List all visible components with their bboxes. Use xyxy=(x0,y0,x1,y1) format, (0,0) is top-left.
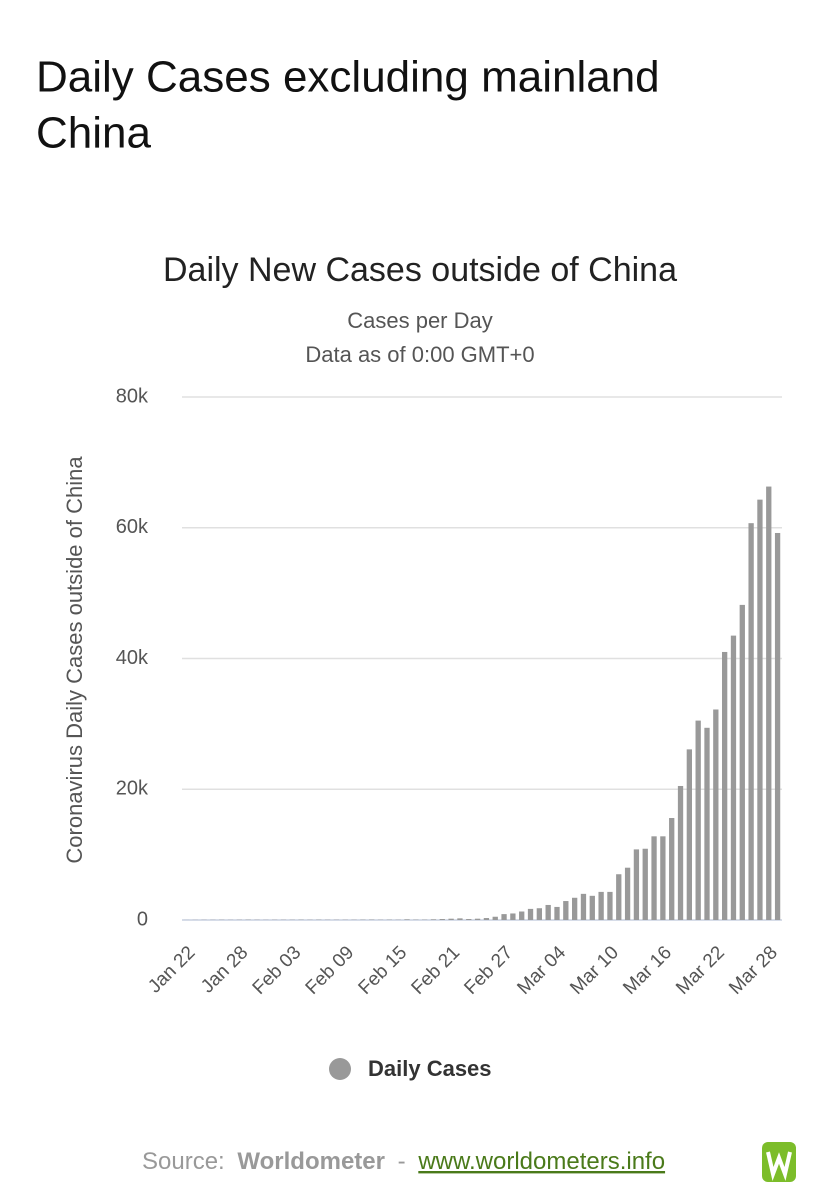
bar xyxy=(492,916,498,920)
bar xyxy=(713,709,719,920)
bar xyxy=(642,848,648,920)
bar xyxy=(554,906,560,920)
x-tick-label: Feb 09 xyxy=(302,942,359,999)
bar xyxy=(669,818,675,920)
y-tick-label: 80k xyxy=(116,385,149,407)
x-tick-label: Feb 15 xyxy=(355,942,412,999)
x-tick-label: Mar 10 xyxy=(566,942,623,999)
bar xyxy=(474,918,481,920)
page-title: Daily Cases excluding mainland xyxy=(36,53,660,102)
y-tick-label: 0 xyxy=(137,908,148,930)
bar xyxy=(430,919,437,920)
bar xyxy=(448,918,454,920)
bar xyxy=(510,913,516,920)
bar xyxy=(757,499,763,920)
bar xyxy=(404,919,410,920)
x-tick-label: Mar 28 xyxy=(725,942,782,999)
separator: - xyxy=(398,1148,406,1175)
logo-mark xyxy=(766,1151,792,1181)
y-axis-label: Coronavirus Daily Cases outside of China xyxy=(62,456,87,864)
chart-title: Daily New Cases outside of China xyxy=(163,251,677,289)
bar xyxy=(501,914,507,920)
y-tick-label: 20k xyxy=(116,778,149,800)
bar xyxy=(457,918,463,920)
bar xyxy=(686,749,692,920)
bar xyxy=(633,849,640,920)
bar xyxy=(545,904,551,920)
bar xyxy=(677,785,684,920)
bar xyxy=(563,901,569,920)
y-tick-label: 40k xyxy=(116,647,149,669)
bar xyxy=(607,891,613,920)
source-link[interactable]: www.worldometers.info xyxy=(417,1148,665,1175)
x-tick-label: Mar 16 xyxy=(619,942,676,999)
x-tick-label: Mar 22 xyxy=(672,942,729,999)
source: Source: Worldometer - www.worldometers.i… xyxy=(142,1148,665,1175)
bar xyxy=(527,908,534,920)
bar xyxy=(651,836,657,920)
bar xyxy=(695,720,701,920)
bar xyxy=(466,919,472,920)
x-tick-label: Feb 03 xyxy=(249,942,306,999)
y-tick-label: 60k xyxy=(116,516,149,538)
bar xyxy=(624,867,631,920)
x-tick-label: Jan 22 xyxy=(144,942,199,997)
x-tick-label: Feb 27 xyxy=(460,942,517,999)
x-tick-label: Feb 21 xyxy=(408,942,465,999)
bar xyxy=(722,651,728,920)
bar xyxy=(536,908,542,920)
x-tick-label: Mar 04 xyxy=(513,942,570,999)
bar xyxy=(589,895,595,920)
bar xyxy=(766,486,772,920)
bar xyxy=(598,891,604,920)
chart-subtitle: Cases per Day xyxy=(347,308,493,333)
chart-subtitle: Data as of 0:00 GMT+0 xyxy=(305,342,534,367)
bar xyxy=(483,918,490,920)
bar xyxy=(730,635,737,920)
bar xyxy=(519,911,525,920)
bar xyxy=(748,523,754,920)
x-tick-label: Jan 28 xyxy=(197,942,252,997)
bar xyxy=(572,897,578,920)
bar xyxy=(774,532,781,920)
bar xyxy=(660,836,666,920)
bar xyxy=(704,727,710,920)
source-label: Source: xyxy=(142,1148,225,1175)
page-title: China xyxy=(36,109,151,158)
bar xyxy=(739,604,745,920)
source-name: Worldometer xyxy=(237,1148,385,1175)
bar xyxy=(616,874,622,920)
legend-swatch xyxy=(329,1058,351,1080)
legend-label: Daily Cases xyxy=(368,1056,492,1081)
bar xyxy=(580,893,587,920)
bar xyxy=(439,919,445,920)
